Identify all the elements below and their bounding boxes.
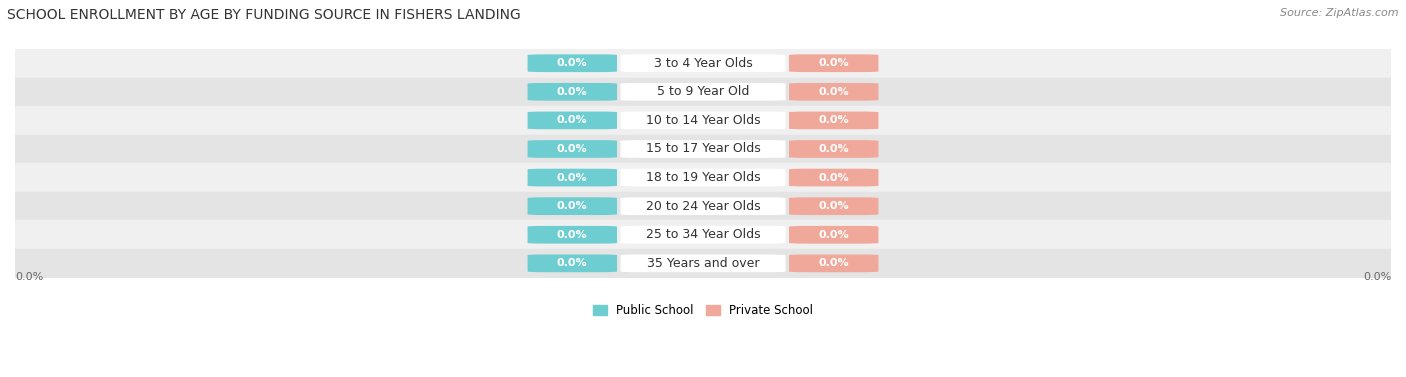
FancyBboxPatch shape xyxy=(527,254,617,272)
Text: 35 Years and over: 35 Years and over xyxy=(647,257,759,270)
Text: 0.0%: 0.0% xyxy=(557,201,588,211)
FancyBboxPatch shape xyxy=(620,254,786,272)
FancyBboxPatch shape xyxy=(527,54,617,72)
Text: 0.0%: 0.0% xyxy=(818,115,849,126)
Bar xyxy=(15,78,1391,106)
Bar xyxy=(15,135,1391,163)
FancyBboxPatch shape xyxy=(789,54,879,72)
Text: 0.0%: 0.0% xyxy=(818,144,849,154)
Text: 0.0%: 0.0% xyxy=(557,258,588,268)
Text: 0.0%: 0.0% xyxy=(818,173,849,182)
FancyBboxPatch shape xyxy=(789,169,879,187)
Text: Source: ZipAtlas.com: Source: ZipAtlas.com xyxy=(1281,8,1399,18)
FancyBboxPatch shape xyxy=(527,140,617,158)
Text: 0.0%: 0.0% xyxy=(557,115,588,126)
Text: 15 to 17 Year Olds: 15 to 17 Year Olds xyxy=(645,143,761,155)
Text: 0.0%: 0.0% xyxy=(818,230,849,240)
Text: 18 to 19 Year Olds: 18 to 19 Year Olds xyxy=(645,171,761,184)
FancyBboxPatch shape xyxy=(527,197,617,215)
Bar xyxy=(15,106,1391,135)
Bar xyxy=(15,49,1391,78)
Bar xyxy=(15,163,1391,192)
Bar xyxy=(15,249,1391,277)
FancyBboxPatch shape xyxy=(620,226,786,244)
Text: 0.0%: 0.0% xyxy=(557,87,588,97)
Text: 0.0%: 0.0% xyxy=(557,230,588,240)
FancyBboxPatch shape xyxy=(620,140,786,158)
FancyBboxPatch shape xyxy=(527,83,617,101)
FancyBboxPatch shape xyxy=(527,226,617,244)
FancyBboxPatch shape xyxy=(789,140,879,158)
FancyBboxPatch shape xyxy=(789,112,879,129)
Bar xyxy=(15,221,1391,249)
Text: 0.0%: 0.0% xyxy=(1362,272,1391,282)
Text: 0.0%: 0.0% xyxy=(818,201,849,211)
Text: SCHOOL ENROLLMENT BY AGE BY FUNDING SOURCE IN FISHERS LANDING: SCHOOL ENROLLMENT BY AGE BY FUNDING SOUR… xyxy=(7,8,520,21)
FancyBboxPatch shape xyxy=(620,83,786,101)
Text: 0.0%: 0.0% xyxy=(15,272,44,282)
FancyBboxPatch shape xyxy=(527,169,617,187)
Bar xyxy=(15,192,1391,221)
Text: 0.0%: 0.0% xyxy=(557,144,588,154)
FancyBboxPatch shape xyxy=(620,169,786,187)
FancyBboxPatch shape xyxy=(789,226,879,244)
Text: 20 to 24 Year Olds: 20 to 24 Year Olds xyxy=(645,200,761,213)
Text: 0.0%: 0.0% xyxy=(818,58,849,68)
Text: 0.0%: 0.0% xyxy=(818,87,849,97)
FancyBboxPatch shape xyxy=(789,197,879,215)
Text: 0.0%: 0.0% xyxy=(557,173,588,182)
FancyBboxPatch shape xyxy=(620,112,786,129)
FancyBboxPatch shape xyxy=(789,83,879,101)
FancyBboxPatch shape xyxy=(620,54,786,72)
Text: 3 to 4 Year Olds: 3 to 4 Year Olds xyxy=(654,57,752,70)
Text: 25 to 34 Year Olds: 25 to 34 Year Olds xyxy=(645,228,761,241)
Legend: Public School, Private School: Public School, Private School xyxy=(588,300,818,322)
FancyBboxPatch shape xyxy=(789,254,879,272)
Text: 5 to 9 Year Old: 5 to 9 Year Old xyxy=(657,85,749,98)
Text: 0.0%: 0.0% xyxy=(818,258,849,268)
Text: 0.0%: 0.0% xyxy=(557,58,588,68)
Text: 10 to 14 Year Olds: 10 to 14 Year Olds xyxy=(645,114,761,127)
FancyBboxPatch shape xyxy=(527,112,617,129)
FancyBboxPatch shape xyxy=(620,197,786,215)
